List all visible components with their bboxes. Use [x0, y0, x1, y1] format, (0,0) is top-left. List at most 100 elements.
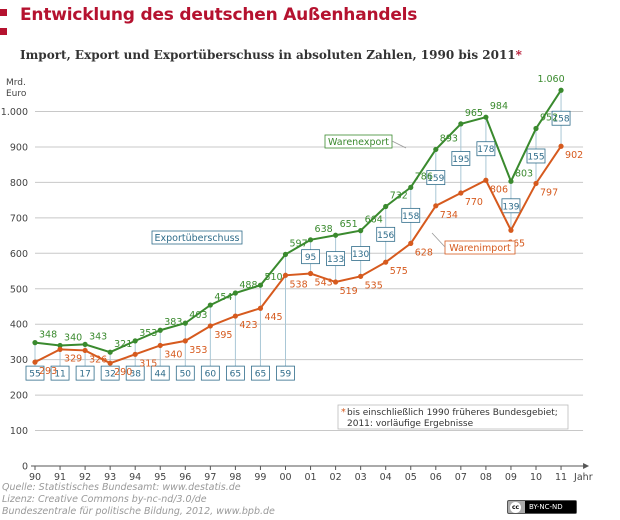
import-point	[32, 359, 38, 365]
export-point	[57, 342, 63, 349]
export-point	[282, 251, 289, 257]
surplus-box	[376, 226, 396, 242]
surplus-value-label: 60	[205, 370, 217, 380]
x-tick-label: 08	[480, 472, 492, 483]
x-tick-label: 11	[555, 472, 567, 483]
surplus-layer: 55 11 17 32 38 44 50 60 65 65 59 95 133 130 156 158 159 1…	[25, 90, 571, 381]
export-point	[433, 146, 439, 153]
x-tick-label: 04	[380, 472, 392, 483]
axis-layer: 01002003004005006007008009001.000Mrd.Eur…	[1, 78, 593, 483]
surplus-value-label: 65	[230, 370, 241, 380]
export-value-label: 893	[440, 133, 458, 144]
export-point	[358, 228, 364, 234]
surplus-box	[426, 170, 446, 186]
footnote-asterisk: *	[341, 407, 346, 418]
surplus-value-label: 139	[502, 202, 519, 212]
x-tick-label: 09	[505, 472, 517, 483]
import-value-label: 734	[440, 210, 458, 221]
import-value-label: 575	[390, 266, 408, 277]
surplus-box	[75, 365, 95, 381]
export-value-label: 664	[365, 215, 383, 226]
export-point	[232, 290, 238, 296]
x-tick-label: 01	[305, 472, 317, 483]
surplus-value-label: 156	[377, 231, 394, 241]
export-value-label: 952	[540, 113, 558, 124]
legend-export-label: Warenexport	[328, 137, 389, 148]
export-value-label: 965	[465, 108, 483, 119]
import-point	[232, 313, 238, 319]
export-value-label: 403	[189, 310, 207, 321]
export-value-label: 1.060	[537, 74, 564, 85]
legend-surplus-label: Exportüberschuss	[154, 233, 239, 244]
x-axis-arrow	[583, 463, 590, 469]
surplus-value-label: 95	[305, 253, 316, 263]
import-point	[157, 342, 163, 349]
surplus-box	[401, 207, 421, 223]
surplus-box	[326, 251, 346, 267]
import-value-label: 538	[290, 279, 308, 290]
export-point	[82, 341, 88, 348]
import-point	[307, 270, 314, 277]
surplus-box	[551, 110, 571, 126]
x-tick-label: 96	[179, 472, 191, 483]
export-point	[483, 114, 489, 120]
x-tick-label: 03	[355, 472, 367, 483]
footnote-line2: 2011: vorläufige Ergebnisse	[347, 419, 474, 429]
x-tick-label: 95	[154, 472, 166, 483]
import-value-label: 326	[89, 354, 107, 365]
export-value-label: 340	[64, 332, 82, 343]
title-marker-bottom	[0, 28, 7, 35]
surplus-box	[251, 365, 270, 381]
legend-import-label: Warenimport	[449, 243, 511, 254]
export-value-label: 638	[315, 224, 333, 235]
export-point	[207, 302, 213, 308]
surplus-value-label: 178	[477, 145, 494, 155]
import-value-label: 353	[189, 345, 207, 356]
y-axis-label-line2: Euro	[6, 89, 27, 99]
import-point	[207, 323, 213, 329]
y-tick-label: 200	[10, 391, 28, 402]
chart-title: Entwicklung des deutschen Außenhandels	[20, 5, 418, 25]
surplus-value-label: 158	[402, 212, 419, 222]
x-tick-label: 91	[54, 472, 66, 483]
import-point	[458, 190, 464, 196]
export-value-label: 343	[89, 331, 107, 342]
x-tick-label: 07	[455, 472, 467, 483]
export-point	[508, 178, 514, 184]
import-point	[508, 227, 514, 233]
cc-license-badge[interactable]: cc BY-NC-ND	[507, 500, 577, 514]
export-value-label: 651	[340, 219, 358, 230]
y-axis-label-line1: Mrd.	[6, 78, 26, 88]
x-tick-label: 94	[129, 472, 141, 483]
export-point	[257, 282, 264, 288]
chart-subtitle: Import, Export und Exportüberschuss in a…	[20, 48, 522, 62]
import-point	[358, 273, 364, 279]
import-point	[433, 203, 439, 209]
import-value-label: 290	[114, 367, 132, 378]
import-point	[132, 351, 138, 357]
legend-import-label-box	[444, 240, 516, 255]
export-point	[132, 338, 138, 344]
x-tick-label: 05	[405, 472, 417, 483]
surplus-box	[100, 365, 120, 381]
legend-surplus-label-box	[151, 230, 243, 245]
import-point	[257, 305, 264, 311]
import-value-label: 628	[415, 247, 433, 258]
legend-export-pointer	[391, 140, 407, 149]
y-tick-label: 800	[10, 178, 28, 189]
x-tick-label: 98	[229, 472, 241, 483]
export-value-label: 488	[239, 280, 257, 291]
y-tick-label: 300	[10, 355, 28, 366]
import-value-label: 423	[239, 320, 257, 331]
surplus-value-label: 158	[552, 115, 569, 125]
import-value-label: 315	[139, 358, 157, 369]
subtitle-asterisk: *	[515, 48, 522, 62]
import-value-label: 535	[365, 280, 383, 291]
surplus-value-label: 65	[255, 370, 266, 380]
export-value-label: 321	[114, 339, 132, 350]
surplus-box	[50, 365, 70, 381]
export-value-label: 348	[39, 330, 57, 341]
export-value-label: 803	[515, 168, 533, 179]
footer-publisher: Bundeszentrale für politische Bildung, 2…	[2, 506, 275, 517]
export-point	[383, 203, 389, 210]
